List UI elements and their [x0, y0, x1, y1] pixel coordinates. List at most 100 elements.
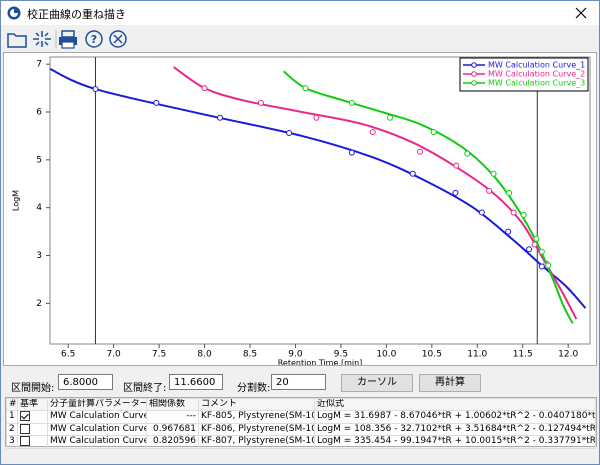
chart-panel: 6.57.07.58.08.59.09.510.010.511.011.512.…	[3, 52, 597, 366]
legend-label: MW Calculation Curve_1	[488, 61, 585, 70]
cursor-tool-button[interactable]	[33, 31, 51, 47]
table-row[interactable]: 2 MW Calculation Curve_20.967681KF-806, P…	[7, 423, 596, 436]
x-tick-label: 11.5	[513, 350, 533, 360]
marker	[349, 150, 354, 155]
marker	[491, 171, 496, 176]
divisions-label: 分割数:	[237, 379, 270, 394]
row-index: 2	[7, 423, 18, 436]
marker	[507, 190, 512, 195]
start-input[interactable]: 6.8000	[58, 374, 113, 390]
base-cell	[18, 436, 48, 449]
comment: KF-806, Plystyrene(SM-105)	[199, 423, 315, 436]
marker	[202, 86, 207, 91]
end-label: 区間終了:	[123, 379, 166, 394]
checkbox[interactable]	[20, 424, 30, 434]
table: #基準分子量計算パラメーター相関係数コメント近似式 1MW Calculatio…	[6, 398, 596, 449]
y-tick-label: 6	[36, 108, 42, 118]
column-header: 分子量計算パラメーター	[48, 399, 147, 411]
toolbar-icons: ?	[6, 29, 146, 49]
y-tick-label: 7	[36, 60, 42, 70]
x-tick-label: 12.0	[558, 350, 578, 360]
marker	[370, 130, 375, 135]
marker	[218, 115, 223, 120]
marker	[539, 249, 544, 254]
comment: KF-805, Plystyrene(SM-105)	[199, 411, 315, 424]
app-icon	[7, 6, 21, 20]
divisions-input[interactable]: 20	[271, 374, 326, 390]
end-input[interactable]: 11.6600	[169, 374, 223, 390]
parameter: MW Calculation Curve_2	[48, 423, 147, 436]
parameter: MW Calculation Curve_3	[48, 436, 147, 449]
marker	[349, 100, 354, 105]
formula: LogM = 108.356 - 32.7102*tR + 3.51684*tR…	[315, 423, 596, 436]
cancel-button[interactable]	[110, 31, 126, 47]
marker	[479, 210, 484, 215]
formula: LogM = 335.454 - 99.1947*tR + 10.0015*tR…	[315, 436, 596, 449]
correlation: 0.967681	[147, 423, 199, 436]
marker	[303, 86, 308, 91]
checkbox[interactable]	[20, 411, 30, 421]
recalc-button[interactable]: 再計算	[419, 374, 481, 392]
column-header: 基準	[18, 399, 48, 411]
column-header: コメント	[199, 399, 315, 411]
svg-text:?: ?	[91, 33, 97, 46]
parameter: MW Calculation Curve_1	[48, 411, 147, 424]
marker	[454, 163, 459, 168]
x-tick-label: 10.5	[422, 350, 442, 360]
legend-marker	[472, 81, 477, 86]
marker	[314, 115, 319, 120]
x-tick-label: 8.0	[197, 350, 212, 360]
correlation: 0.820596	[147, 436, 199, 449]
x-axis-title: Retention Time [min]	[278, 359, 363, 366]
y-tick-label: 3	[36, 251, 42, 261]
checkbox[interactable]	[20, 436, 30, 446]
marker	[388, 115, 393, 120]
help-button[interactable]: ?	[86, 31, 102, 47]
marker	[453, 190, 458, 195]
curve-table: #基準分子量計算パラメーター相関係数コメント近似式 1MW Calculatio…	[5, 397, 597, 447]
table-row[interactable]: 1MW Calculation Curve_1---KF-805, Plysty…	[7, 411, 596, 424]
x-tick-label: 11.0	[467, 350, 487, 360]
toolbar: ?	[1, 25, 599, 52]
marker	[154, 100, 159, 105]
plot-area	[50, 57, 590, 344]
marker	[465, 151, 470, 156]
print-button[interactable]	[59, 31, 77, 48]
header-row: #基準分子量計算パラメーター相関係数コメント近似式	[7, 399, 596, 411]
window-title: 校正曲線の重ね描き	[27, 6, 126, 22]
marker	[487, 188, 492, 193]
open-button[interactable]	[8, 34, 26, 47]
comment: KF-807, Plystyrene(SM-105)	[199, 436, 315, 449]
legend-label: MW Calculation Curve_2	[488, 70, 585, 79]
marker	[418, 149, 423, 154]
close-button[interactable]	[575, 7, 587, 19]
y-tick-label: 2	[36, 299, 42, 309]
x-tick-label: 7.0	[106, 350, 121, 360]
column-header: 近似式	[315, 399, 596, 411]
formula: LogM = 31.6987 - 8.67046*tR + 1.00602*tR…	[315, 411, 596, 424]
marker	[534, 236, 539, 241]
x-tick-label: 10.0	[376, 350, 396, 360]
marker	[410, 171, 415, 176]
column-header: #	[7, 399, 18, 411]
chart: 6.57.07.58.08.59.09.510.010.511.011.512.…	[4, 53, 596, 365]
base-cell	[18, 411, 48, 424]
marker	[539, 264, 544, 269]
correlation: ---	[147, 411, 199, 424]
marker	[93, 87, 98, 92]
marker	[431, 130, 436, 135]
legend-marker	[472, 63, 477, 68]
cursor-button[interactable]: カーソル	[341, 374, 413, 392]
marker	[287, 131, 292, 136]
marker	[511, 210, 516, 215]
y-axis-title: LogM	[12, 190, 21, 211]
legend-marker	[472, 72, 477, 77]
marker	[258, 100, 263, 105]
legend-label: MW Calculation Curve_3	[488, 79, 585, 88]
marker	[521, 212, 526, 217]
table-row[interactable]: 3 MW Calculation Curve_30.820596KF-807, P…	[7, 436, 596, 449]
marker	[527, 247, 532, 252]
x-tick-label: 8.5	[243, 350, 257, 360]
row-index: 3	[7, 436, 18, 449]
